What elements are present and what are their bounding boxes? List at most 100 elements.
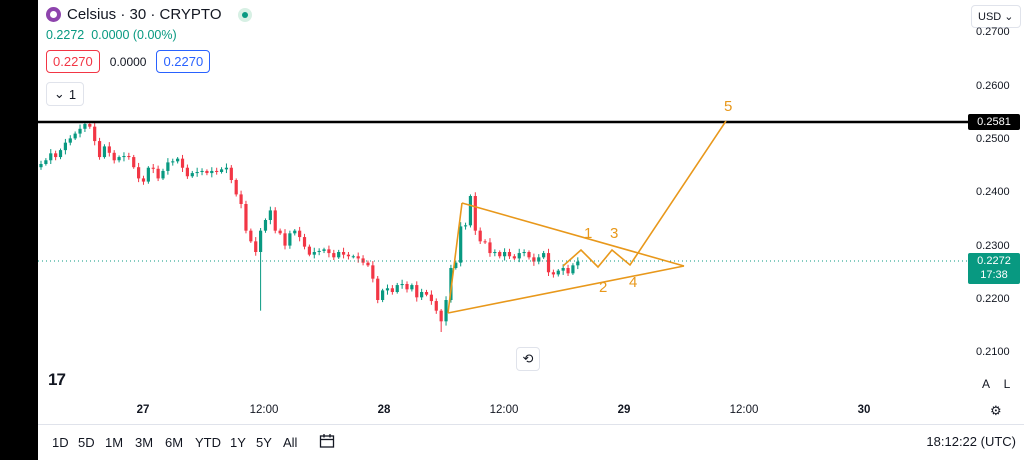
- candle-body: [522, 252, 526, 254]
- time-tick-label: 12:00: [249, 404, 279, 416]
- candle-body: [151, 167, 155, 169]
- candle-body: [73, 133, 77, 139]
- wave-path[interactable]: [562, 120, 727, 269]
- range-button-5d[interactable]: 5D: [78, 435, 95, 450]
- candle-body: [180, 158, 185, 168]
- candle-body: [503, 252, 507, 257]
- candle-body: [122, 156, 126, 158]
- triangle-lower-line[interactable]: [447, 265, 685, 314]
- candle-body: [341, 252, 346, 255]
- candle-body: [141, 178, 146, 182]
- candle-body: [537, 257, 541, 262]
- candle-body: [512, 256, 516, 259]
- wave-label-1: 1: [584, 225, 592, 242]
- candle-body: [551, 272, 555, 275]
- candle-body: [493, 252, 497, 254]
- bottom-toolbar: 1D 5D 1M 3M 6M YTD 1Y 5Y All 18:12:22 (UTC): [38, 424, 1024, 460]
- time-tick-label: 12:00: [489, 404, 519, 416]
- range-button-1d[interactable]: 1D: [52, 435, 69, 450]
- candle-body: [49, 153, 53, 161]
- candle-body: [229, 167, 233, 180]
- candle-body: [561, 268, 565, 271]
- candle-body: [351, 256, 355, 258]
- candle-body: [346, 254, 351, 257]
- range-button-3m[interactable]: 3M: [135, 435, 154, 450]
- wave-label-3: 3: [610, 225, 618, 242]
- candle-body: [473, 196, 477, 231]
- calendar-goto-icon[interactable]: [319, 433, 335, 449]
- candle-body: [483, 241, 487, 243]
- tradingview-logo-icon[interactable]: 17: [48, 370, 66, 389]
- candle-body: [54, 153, 58, 158]
- price-tick-label: 0.2500: [976, 133, 1010, 145]
- sell-price-box[interactable]: 0.2270: [46, 50, 100, 73]
- candle-body: [205, 170, 209, 174]
- range-button-ytd[interactable]: YTD: [195, 435, 221, 450]
- candle-body: [322, 249, 326, 251]
- candle-body: [420, 292, 424, 298]
- candle-body: [405, 284, 409, 290]
- last-price: 0.2272: [46, 28, 85, 42]
- candle-body: [234, 180, 238, 195]
- price-tick-label: 0.2600: [976, 79, 1010, 92]
- candle-body: [132, 157, 136, 168]
- candle-body: [166, 162, 170, 171]
- candle-body: [283, 233, 287, 246]
- price-change: 0.2272 0.0000 (0.00%): [46, 28, 177, 42]
- candle-body: [517, 253, 521, 259]
- candle-body: [239, 194, 243, 204]
- log-scale-button[interactable]: L: [1003, 377, 1011, 391]
- wave-label-5: 5: [724, 98, 732, 115]
- candle-body: [463, 225, 468, 227]
- triangle-left-edge[interactable]: [447, 202, 463, 314]
- candle-body: [200, 170, 204, 172]
- candle-body: [395, 285, 399, 292]
- current-price-tag-value: 0.2272: [977, 255, 1011, 267]
- candle-body: [83, 124, 87, 129]
- candle-body: [361, 258, 365, 263]
- candle-body: [390, 288, 394, 292]
- candles-group: [39, 121, 580, 332]
- currency-selector[interactable]: USD ⌄: [971, 5, 1021, 28]
- range-button-all[interactable]: All: [283, 435, 298, 450]
- candle-body: [381, 290, 385, 300]
- candle-body: [356, 256, 360, 259]
- candle-body: [195, 172, 199, 174]
- candle-body: [488, 242, 492, 254]
- price-change-value: 0.0000 (0.00%): [91, 28, 177, 42]
- symbol-legend[interactable]: Celsius · 30 · CRYPTO: [46, 6, 252, 23]
- range-button-1y[interactable]: 1Y: [230, 435, 246, 450]
- range-button-6m[interactable]: 6M: [165, 435, 184, 450]
- candle-body: [107, 146, 111, 153]
- settings-gear-icon[interactable]: ⚙: [990, 403, 1002, 418]
- candle-body: [337, 252, 341, 258]
- candle-body: [39, 164, 43, 168]
- candle-body: [88, 124, 92, 127]
- auto-scale-button[interactable]: A: [981, 377, 990, 391]
- reload-icon: ⟲: [522, 351, 534, 366]
- collapse-indicators-button[interactable]: ⌄ 1: [46, 82, 84, 106]
- candle-body: [576, 261, 580, 266]
- resistance-price-tag: 0.2581: [968, 114, 1020, 130]
- candle-body: [371, 265, 375, 279]
- candle-body: [546, 253, 551, 273]
- candle-body: [566, 268, 570, 274]
- chart-canvas[interactable]: 1 2 3 4 5: [38, 0, 1024, 460]
- range-button-5y[interactable]: 5Y: [256, 435, 272, 450]
- buy-price-box[interactable]: 0.2270: [156, 50, 211, 73]
- candle-body: [63, 142, 67, 151]
- triangle-upper-line[interactable]: [461, 202, 685, 267]
- candle-body: [146, 167, 150, 182]
- candle-body: [161, 170, 165, 179]
- candle-body: [244, 204, 248, 231]
- candle-body: [185, 167, 189, 177]
- utc-clock[interactable]: 18:12:22 (UTC): [926, 434, 1016, 449]
- candle-body: [171, 161, 175, 163]
- indicator-count: 1: [68, 86, 77, 102]
- spread-value: 0.0000: [109, 54, 147, 69]
- reset-chart-button[interactable]: ⟲: [516, 347, 540, 371]
- candle-body: [215, 170, 219, 172]
- range-button-1m[interactable]: 1M: [105, 435, 124, 450]
- celsius-logo-icon: [46, 7, 61, 22]
- time-tick-label: 28: [377, 404, 391, 416]
